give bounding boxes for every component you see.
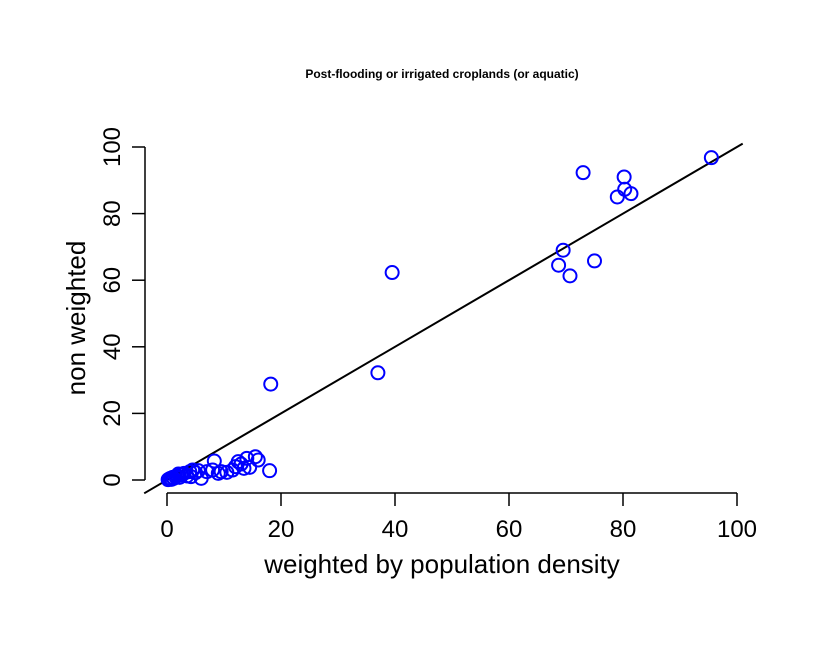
data-point <box>384 265 400 281</box>
data-point <box>239 450 255 466</box>
data-point <box>185 462 201 478</box>
x-axis-label: weighted by population density <box>263 549 620 579</box>
x-axis: 0 20 40 60 80 100 <box>160 492 757 543</box>
data-point <box>213 464 229 480</box>
x-tick-label: 0 <box>160 516 173 543</box>
data-point <box>587 253 602 269</box>
x-tick-label: 60 <box>496 516 523 543</box>
reference-line <box>143 142 744 495</box>
x-tick-label: 40 <box>382 516 409 543</box>
data-point <box>236 460 252 476</box>
y-tick-label: 20 <box>99 400 126 427</box>
data-point <box>703 150 719 166</box>
data-point <box>247 449 263 465</box>
data-point <box>262 463 278 479</box>
y-tick-label: 60 <box>99 267 126 294</box>
y-tick-label: 0 <box>99 473 126 486</box>
data-points <box>160 150 719 488</box>
data-point <box>263 376 279 392</box>
data-point <box>555 242 571 258</box>
x-tick-label: 20 <box>268 516 295 543</box>
data-point <box>370 365 386 381</box>
y-axis-label: non weighted <box>61 241 91 396</box>
data-point <box>562 268 578 284</box>
data-point <box>250 452 266 468</box>
data-point <box>616 169 632 185</box>
data-point <box>609 189 625 205</box>
data-point <box>551 257 567 273</box>
x-tick-label: 100 <box>717 516 757 543</box>
y-tick-label: 100 <box>99 127 126 167</box>
x-tick-label: 80 <box>610 516 637 543</box>
chart-title: Post-flooding or irrigated croplands (or… <box>305 67 578 81</box>
y-axis: 0 20 40 60 80 100 <box>99 127 146 487</box>
data-point <box>623 186 639 202</box>
y-tick-label: 80 <box>99 200 126 227</box>
reference-line-group <box>143 142 744 495</box>
data-point <box>575 165 591 181</box>
y-tick-label: 40 <box>99 333 126 360</box>
data-point <box>190 463 206 479</box>
